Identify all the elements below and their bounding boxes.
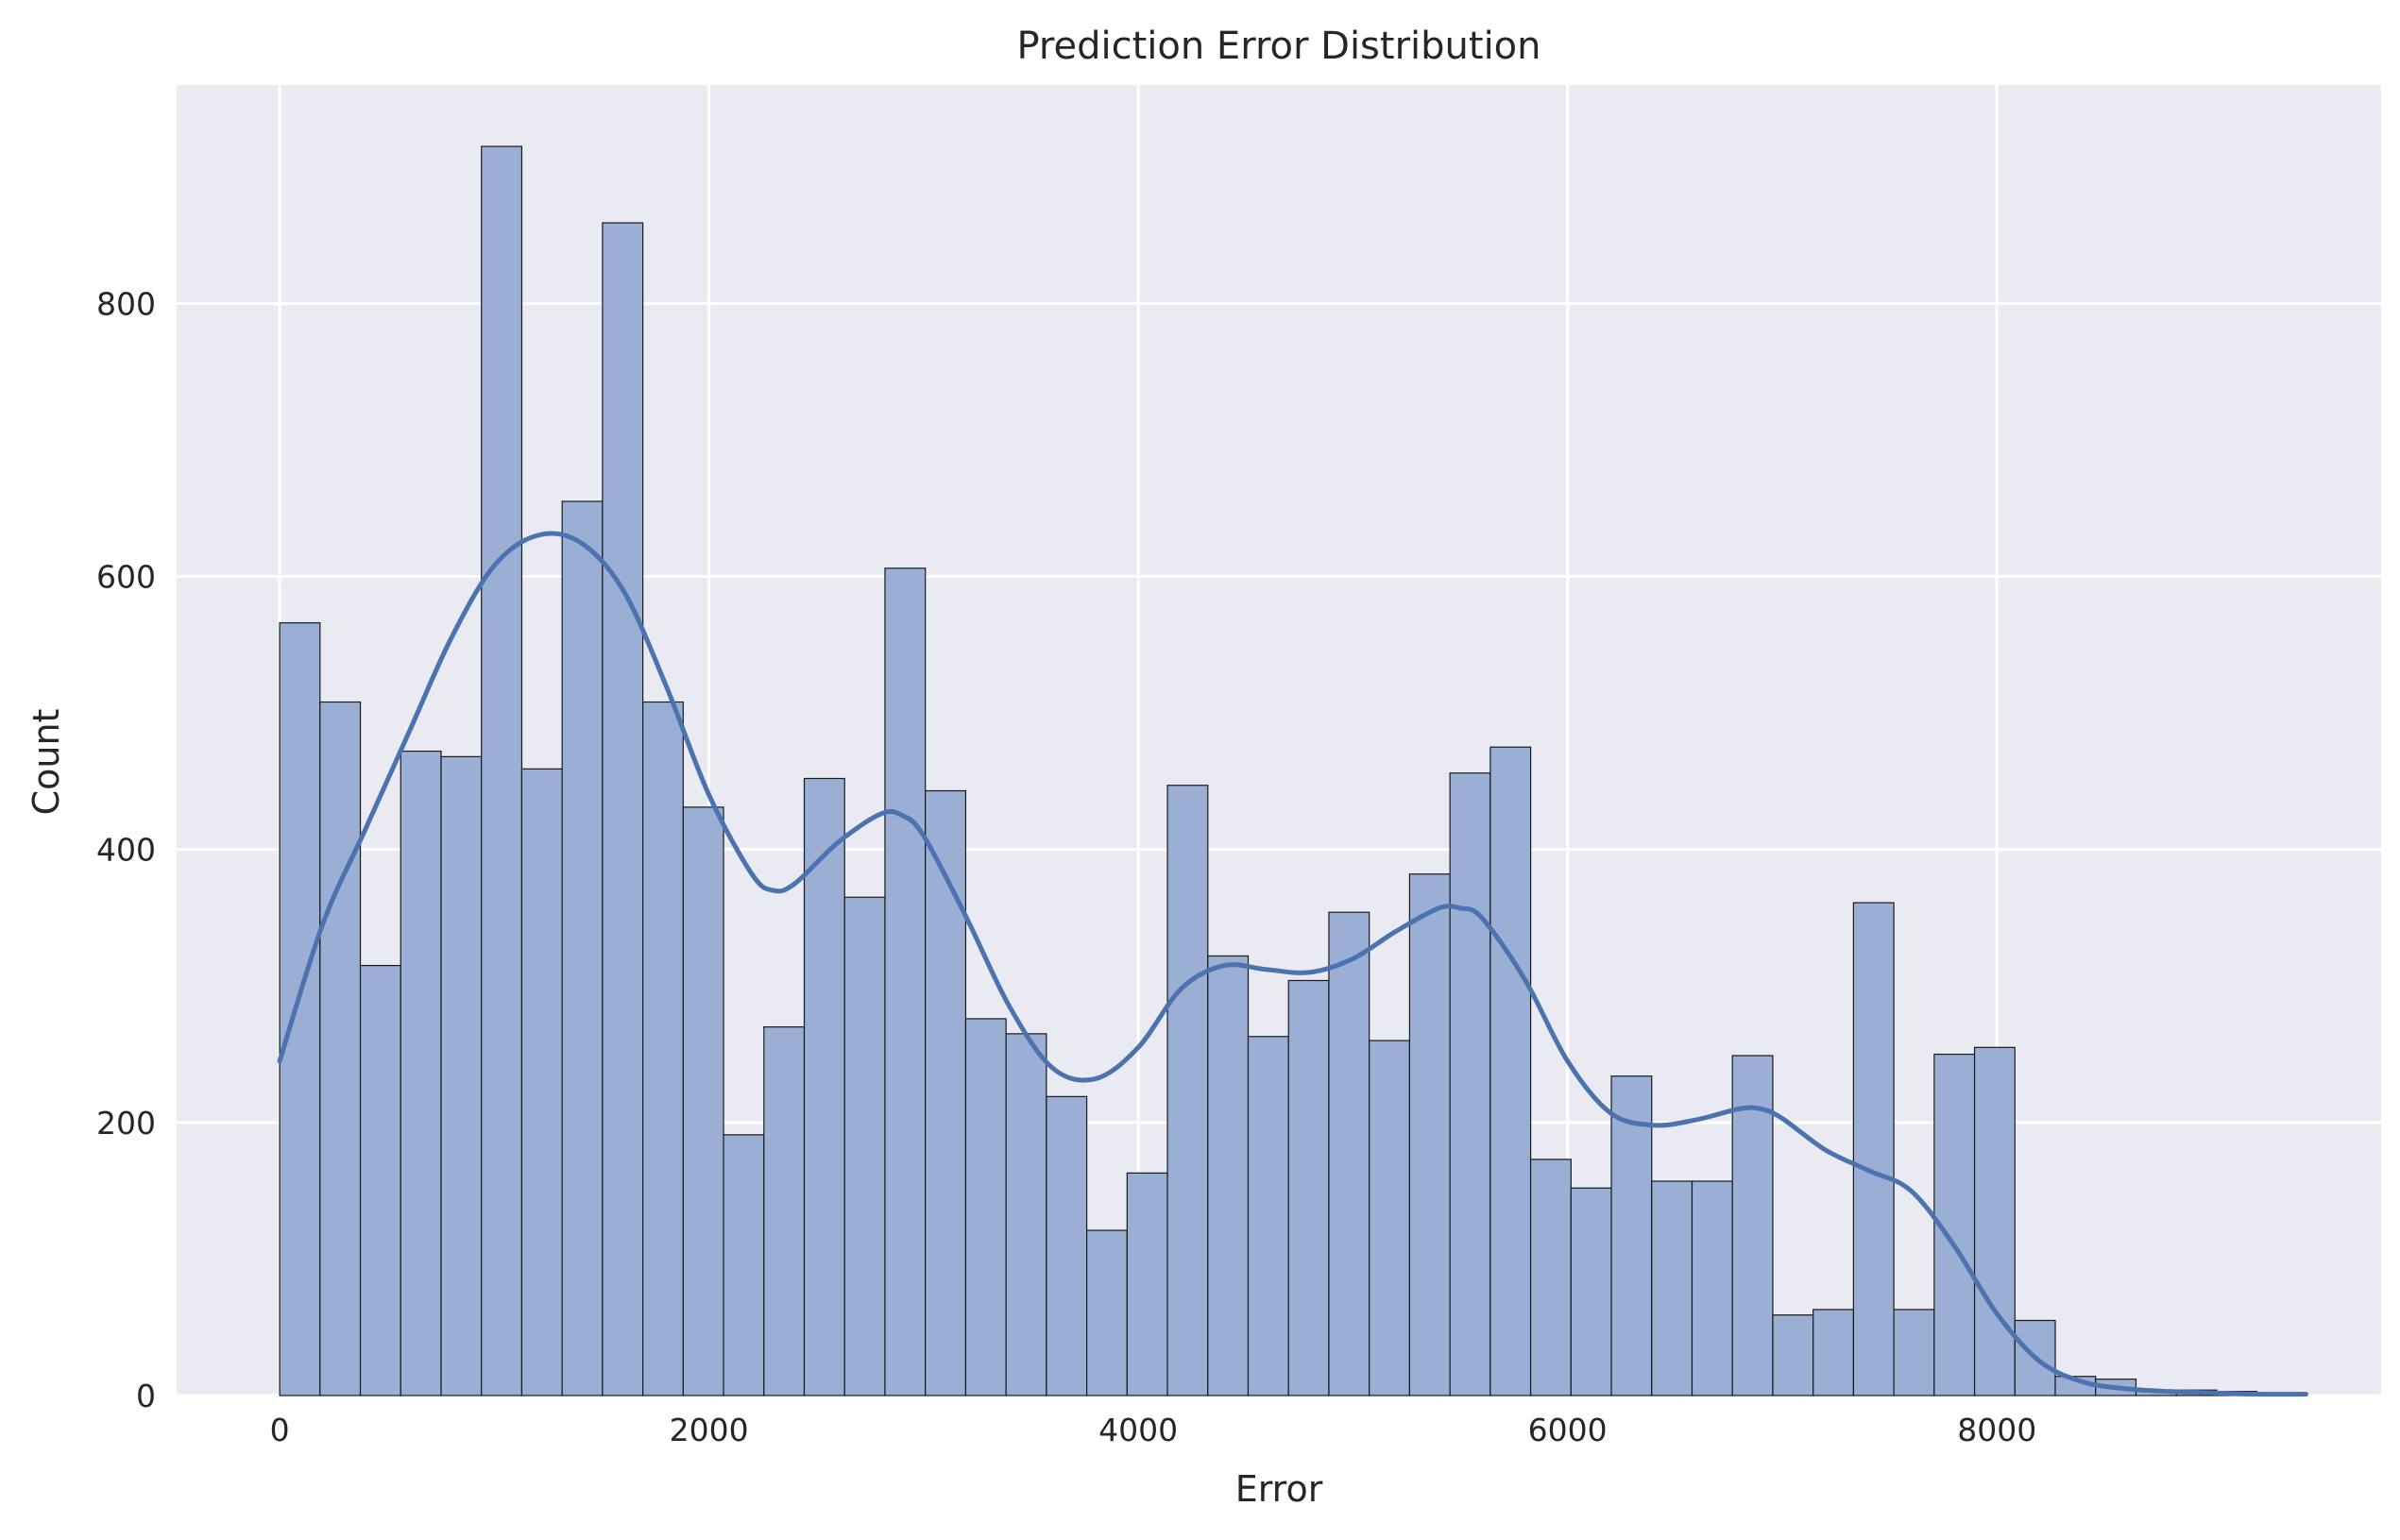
histogram-bar [400,750,442,1396]
histogram-bar [1852,902,1895,1396]
histogram-bar [925,789,967,1396]
histogram-bar [682,806,724,1396]
histogram-bar [1046,1095,1088,1396]
x-tick-label: 6000 [1528,1412,1608,1448]
y-axis-ticks: 0 200 400 600 800 [96,285,156,1414]
histogram-bar [1489,746,1532,1396]
histogram-bar [642,701,684,1396]
y-tick-label: 600 [96,559,156,596]
histogram-bars [279,145,2258,1396]
histogram-bar [763,1026,806,1396]
x-axis-label: Error [1235,1468,1323,1510]
histogram-bar [440,755,483,1396]
histogram-bar [520,768,563,1396]
histogram-bar [481,145,523,1396]
histogram-bar [279,622,321,1396]
histogram-bar [1328,911,1370,1396]
histogram-bar [1247,1036,1289,1396]
x-axis-ticks: 0 2000 4000 6000 8000 [270,1412,2037,1448]
histogram-bar [602,222,644,1396]
x-tick-label: 4000 [1098,1412,1178,1448]
histogram-bar [1287,979,1330,1396]
histogram-bar [1610,1075,1653,1396]
histogram-bar [1973,1046,2016,1396]
histogram-bar [884,567,927,1396]
histogram-bar [319,701,362,1396]
histogram-bar [1166,785,1209,1396]
histogram-bar [561,500,604,1396]
histogram-bar [843,896,886,1396]
histogram-bar [1408,873,1451,1396]
y-tick-label: 200 [96,1105,156,1142]
histogram-bar [1570,1187,1612,1396]
y-tick-label: 0 [136,1378,156,1414]
histogram-bar [1085,1229,1128,1396]
x-tick-label: 0 [270,1412,290,1448]
histogram-bar [723,1134,765,1396]
histogram-bar [359,964,401,1396]
histogram-bar [1691,1180,1733,1396]
histogram-bar [1772,1314,1814,1396]
x-tick-label: 8000 [1957,1412,2036,1448]
y-tick-label: 400 [96,832,156,869]
y-tick-label: 800 [96,285,156,322]
histogram-bar [1005,1033,1047,1396]
histogram-bar [1529,1159,1572,1396]
histogram-bar [1651,1180,1694,1396]
kde-curve [277,531,2308,1397]
histogram-bar [1813,1309,1854,1396]
histogram-bar [1449,772,1491,1396]
histogram-bar [1893,1309,1935,1396]
chart-title: Prediction Error Distribution [1017,25,1541,68]
histogram-bar [1207,955,1250,1396]
histogram-bar [803,777,845,1396]
histogram-bar [1126,1172,1168,1396]
histogram-bar [1369,1040,1411,1396]
histogram-bar [964,1018,1007,1396]
y-axis-label: Count [26,709,67,816]
x-tick-label: 2000 [670,1412,749,1448]
